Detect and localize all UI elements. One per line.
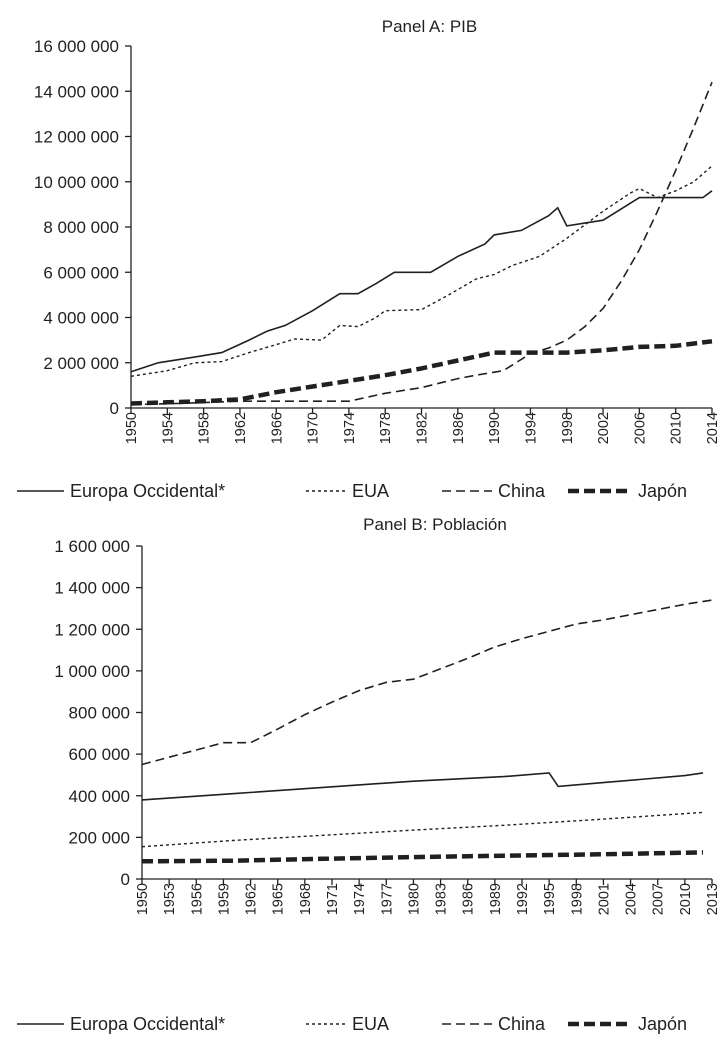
x-tick-label: 1978 — [378, 412, 394, 444]
x-tick-label: 1974 — [352, 883, 368, 915]
y-tick-label: 14 000 000 — [34, 82, 119, 101]
y-tick-label: 16 000 000 — [34, 37, 119, 56]
y-tick-label: 400 000 — [69, 787, 130, 806]
x-tick-label: 1968 — [298, 883, 314, 915]
x-tick-label: 1977 — [379, 883, 395, 915]
legend-label: China — [498, 1014, 546, 1034]
x-tick-label: 1958 — [197, 412, 213, 444]
x-tick-label: 1983 — [434, 883, 450, 915]
x-tick-label: 1995 — [542, 883, 558, 915]
y-tick-label: 1 400 000 — [54, 579, 130, 598]
x-tick-label: 2001 — [596, 883, 612, 915]
x-tick-label: 1998 — [560, 412, 576, 444]
x-tick-label: 1962 — [244, 883, 260, 915]
y-tick-label: 4 000 000 — [43, 309, 119, 328]
y-tick-label: 6 000 000 — [43, 263, 119, 282]
x-tick-label: 1989 — [488, 883, 504, 915]
y-tick-label: 800 000 — [69, 704, 130, 723]
legend-label: Europa Occidental* — [70, 481, 225, 501]
y-tick-label: 10 000 000 — [34, 173, 119, 192]
x-tick-label: 1971 — [325, 883, 341, 915]
x-tick-label: 2014 — [705, 412, 721, 444]
x-tick-label: 2010 — [669, 412, 685, 444]
x-tick-label: 1966 — [269, 412, 285, 444]
x-tick-label: 1956 — [189, 883, 205, 915]
x-tick-label: 1950 — [124, 412, 140, 444]
x-tick-label: 1998 — [569, 883, 585, 915]
x-tick-label: 1994 — [523, 412, 539, 444]
y-tick-label: 0 — [110, 399, 119, 418]
x-tick-label: 1950 — [135, 883, 151, 915]
y-tick-label: 0 — [121, 870, 130, 889]
x-tick-label: 1990 — [487, 412, 503, 444]
x-tick-label: 2013 — [705, 883, 721, 915]
x-tick-label: 1959 — [216, 883, 232, 915]
series-line-eua — [141, 811, 704, 848]
x-tick-label: 1986 — [451, 412, 467, 444]
series-line-china — [130, 81, 713, 406]
legend-label: EUA — [352, 481, 389, 501]
x-tick-label: 1974 — [342, 412, 358, 444]
chart-title: Panel B: Población — [363, 515, 507, 534]
x-tick-label: 1965 — [271, 883, 287, 915]
panel-a-chart: Panel A: PIB 0 2 000 000 4 000 000 6 000 000… — [17, 17, 721, 501]
x-tick-label: 2004 — [624, 883, 640, 915]
y-tick-label: 12 000 000 — [34, 128, 119, 147]
y-tick-label: 1 000 000 — [54, 662, 130, 681]
legend-label: Japón — [638, 1014, 687, 1034]
x-tick-label: 1980 — [406, 883, 422, 915]
y-tick-label: 2 000 000 — [43, 354, 119, 373]
x-tick-label: 2006 — [632, 412, 648, 444]
series-line-jap-n — [130, 339, 713, 406]
series-line-europa-occidental — [141, 772, 704, 801]
x-tick-label: 1953 — [162, 883, 178, 915]
y-tick-label: 1 200 000 — [54, 620, 130, 639]
x-tick-label: 2010 — [678, 883, 694, 915]
series-line-jap-n — [141, 850, 704, 864]
x-tick-label: 1982 — [415, 412, 431, 444]
legend-label: China — [498, 481, 546, 501]
y-tick-label: 1 600 000 — [54, 537, 130, 556]
legend-label: EUA — [352, 1014, 389, 1034]
legend-label: Europa Occidental* — [70, 1014, 225, 1034]
series-line-europa-occidental — [130, 190, 713, 373]
x-tick-label: 2002 — [596, 412, 612, 444]
x-tick-label: 1962 — [233, 412, 249, 444]
x-tick-label: 1992 — [515, 883, 531, 915]
panel-b-chart: Panel B: Población 0 200 000 400 000 600 000… — [17, 515, 721, 1034]
y-tick-label: 8 000 000 — [43, 218, 119, 237]
x-tick-label: 1986 — [461, 883, 477, 915]
chart-title: Panel A: PIB — [382, 17, 477, 36]
x-tick-label: 2007 — [651, 883, 667, 915]
series-line-eua — [130, 165, 713, 377]
x-tick-label: 1970 — [306, 412, 322, 444]
y-tick-label: 200 000 — [69, 828, 130, 847]
series-line-china — [141, 599, 713, 766]
legend-label: Japón — [638, 481, 687, 501]
x-tick-label: 1954 — [160, 412, 176, 444]
y-tick-label: 600 000 — [69, 745, 130, 764]
